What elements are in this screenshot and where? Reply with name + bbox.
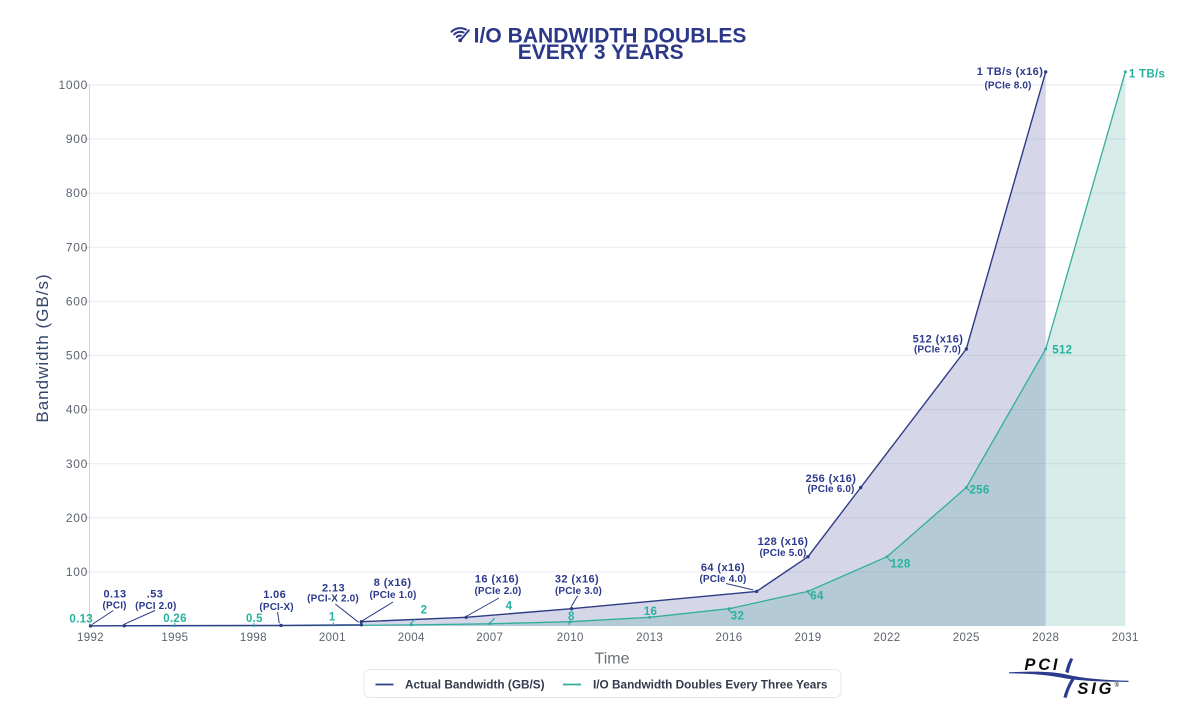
svg-text:(PCIe 8.0): (PCIe 8.0) [984,80,1031,91]
svg-text:400: 400 [66,403,88,417]
svg-text:2016: 2016 [716,632,743,644]
svg-text:(PCIe 4.0): (PCIe 4.0) [699,574,746,585]
svg-text:700: 700 [66,240,88,254]
svg-text:2031: 2031 [1112,632,1139,644]
svg-text:(PCI): (PCI) [103,601,127,612]
svg-text:200: 200 [66,511,88,525]
svg-text:16: 16 [644,606,657,618]
svg-text:500: 500 [66,349,88,363]
svg-text:128 (x16): 128 (x16) [758,536,809,548]
svg-text:2019: 2019 [795,632,822,644]
svg-text:0.26: 0.26 [163,613,187,625]
svg-text:100: 100 [66,565,88,579]
svg-text:512 (x16): 512 (x16) [913,333,964,345]
svg-text:®: ® [1115,682,1120,689]
svg-text:1: 1 [329,612,336,624]
svg-text:1000: 1000 [59,78,89,92]
svg-text:300: 300 [66,457,88,471]
svg-text:2001: 2001 [319,632,346,644]
svg-text:32 (x16): 32 (x16) [555,574,599,586]
svg-text:Actual Bandwidth (GB/S): Actual Bandwidth (GB/S) [405,678,545,692]
svg-text:512: 512 [1052,344,1072,356]
svg-text:2.13: 2.13 [322,583,345,595]
svg-text:2: 2 [421,605,428,617]
svg-text:(PCIe 5.0): (PCIe 5.0) [759,548,806,559]
svg-text:(PCI 2.0): (PCI 2.0) [135,601,176,612]
svg-text:8 (x16): 8 (x16) [374,577,412,589]
svg-text:(PCI-X 2.0): (PCI-X 2.0) [307,594,359,605]
svg-text:(PCI-X): (PCI-X) [259,602,293,613]
svg-text:256: 256 [969,484,989,496]
svg-text:(PCIe 7.0): (PCIe 7.0) [914,345,961,356]
svg-text:800: 800 [66,186,88,200]
svg-text:16 (x16): 16 (x16) [475,574,519,586]
svg-text:900: 900 [66,132,88,146]
svg-text:32: 32 [731,611,744,623]
svg-text:0.5: 0.5 [246,613,263,625]
svg-text:4: 4 [506,601,513,613]
svg-text:0.13: 0.13 [69,614,93,626]
svg-text:I/O Bandwidth Doubles Every Th: I/O Bandwidth Doubles Every Three Years [593,678,828,692]
svg-text:I/O BANDWIDTH DOUBLES: I/O BANDWIDTH DOUBLES [474,24,747,47]
svg-text:(PCIe 1.0): (PCIe 1.0) [369,590,416,601]
svg-text:0.13: 0.13 [103,588,126,600]
svg-text:2013: 2013 [636,632,663,644]
svg-text:64 (x16): 64 (x16) [701,562,745,574]
svg-text:600: 600 [66,294,88,308]
svg-text:(PCIe 2.0): (PCIe 2.0) [474,586,521,597]
svg-text:1992: 1992 [77,632,104,644]
svg-text:PCI: PCI [1024,656,1060,674]
svg-text:2022: 2022 [874,632,901,644]
svg-text:1 TB/s (x16): 1 TB/s (x16) [977,66,1044,78]
svg-text:128: 128 [890,558,910,570]
svg-text:(PCIe 6.0): (PCIe 6.0) [807,484,854,495]
svg-text:Time: Time [595,650,630,667]
svg-text:2010: 2010 [557,632,584,644]
svg-text:(PCIe 3.0): (PCIe 3.0) [555,586,602,597]
svg-text:8: 8 [568,611,575,623]
svg-text:EVERY 3 YEARS: EVERY 3 YEARS [518,41,684,64]
svg-text:256 (x16): 256 (x16) [806,473,857,485]
svg-text:2004: 2004 [398,632,425,644]
svg-text:.53: .53 [147,589,164,601]
svg-text:64: 64 [810,591,824,603]
svg-text:1998: 1998 [240,632,267,644]
svg-text:SIG: SIG [1077,680,1114,698]
svg-text:2007: 2007 [476,632,503,644]
svg-text:1995: 1995 [161,632,188,644]
svg-text:Bandwidth (GB/s): Bandwidth (GB/s) [33,273,52,422]
svg-text:2025: 2025 [953,632,980,644]
svg-text:1 TB/s: 1 TB/s [1129,68,1165,80]
svg-text:2028: 2028 [1032,632,1059,644]
svg-text:1.06: 1.06 [263,589,286,601]
